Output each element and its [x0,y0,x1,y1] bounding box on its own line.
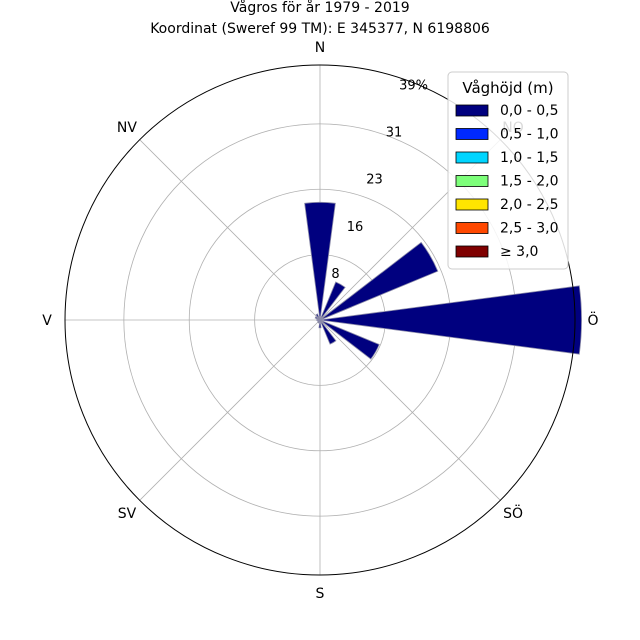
polar-frame [64,64,576,576]
direction-label: SÖ [503,504,523,522]
legend-swatch [455,198,489,211]
wave-bars [304,201,582,360]
direction-label: S [316,586,325,602]
wave-bar [319,319,337,345]
wave-bar [318,319,322,329]
radial-tick-labels: 8 16 23 31 39% [331,78,428,281]
legend-label: 1,5 - 2,0 [500,174,558,190]
legend-swatch [455,222,489,234]
wave-bar [319,241,439,321]
legend-label: 1,0 - 1,5 [500,150,558,166]
wave-bar [314,316,321,321]
legend-box [447,71,569,270]
radial-tick-label: 8 [331,267,339,282]
chart-title: Vågros för år 1979 - 2019 [230,0,409,16]
direction-label: SV [118,506,137,522]
wave-bar [315,313,321,321]
direction-label: V [42,313,52,329]
wave-bar [319,285,582,355]
legend-label: 0,0 - 0,5 [500,103,558,119]
direction-label: NV [117,120,137,136]
legend-label: 2,5 - 3,0 [500,221,558,237]
legend: Våghöjd (m) 0,0 - 0,5 0,5 - 1,0 1,0 - 1,5 1… [447,71,569,270]
wave-bar [319,281,346,321]
grid-spoke [139,139,321,321]
radial-tick-label: 23 [366,173,383,188]
radial-tick-label: 16 [347,220,364,235]
legend-swatch [455,104,489,117]
legend-label: 0,5 - 1,0 [500,127,558,143]
legend-swatch [455,151,489,164]
legend-label: ≥ 3,0 [500,244,538,260]
chart-subtitle: Koordinat (Sweref 99 TM): E 345377, N 61… [150,21,490,37]
direction-label: Ö [587,311,598,329]
grid-spoke [319,319,501,501]
legend-swatch [455,175,489,187]
wave-bar [316,319,321,321]
wave-bar [304,201,336,321]
wave-bar [319,319,380,360]
legend-swatch [455,245,489,258]
legend-label: 2,0 - 2,5 [500,197,558,213]
legend-swatch [455,128,489,140]
radial-tick-label: 31 [386,126,403,141]
grid-spoke [139,319,321,501]
direction-label: N [315,40,325,56]
radial-tick-label: 39% [399,78,428,93]
legend-title: Våghöjd (m) [462,79,553,97]
